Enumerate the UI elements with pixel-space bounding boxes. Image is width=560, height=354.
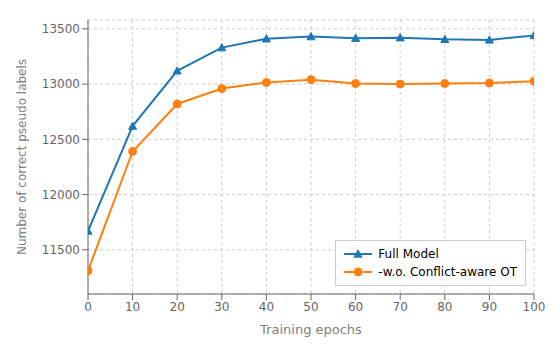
svg-text:70: 70 (393, 300, 408, 314)
svg-text:50: 50 (303, 300, 318, 314)
svg-text:Training epochs: Training epochs (259, 322, 362, 337)
svg-text:40: 40 (259, 300, 274, 314)
svg-text:80: 80 (437, 300, 452, 314)
svg-text:20: 20 (170, 300, 185, 314)
svg-text:13000: 13000 (42, 77, 80, 91)
svg-text:10: 10 (125, 300, 140, 314)
svg-text:100: 100 (523, 300, 546, 314)
svg-text:90: 90 (482, 300, 497, 314)
svg-text:12000: 12000 (42, 188, 80, 202)
svg-text:Number of correct pseudo label: Number of correct pseudo labels (15, 59, 29, 255)
svg-text:11500: 11500 (42, 243, 80, 257)
svg-text:30: 30 (214, 300, 229, 314)
svg-text:13500: 13500 (42, 22, 80, 36)
svg-text:12500: 12500 (42, 133, 80, 147)
svg-text:60: 60 (348, 300, 363, 314)
html-text:Full Model: Full Model (378, 247, 439, 261)
svg-text:0: 0 (84, 300, 92, 314)
html-text:-w.o. Conflict-aware OT: -w.o. Conflict-aware OT (378, 265, 517, 279)
